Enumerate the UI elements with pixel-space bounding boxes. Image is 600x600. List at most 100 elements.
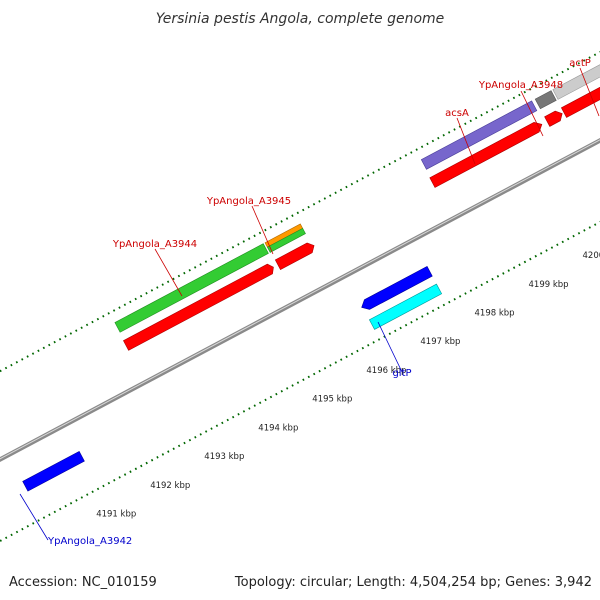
outer-minor-tick [188,269,191,272]
cds-red-A3944[interactable] [123,262,276,351]
outer-minor-tick [588,56,591,59]
inner-minor-tick [42,516,46,519]
outer-minor-tick [593,53,597,57]
inner-minor-tick [183,441,186,445]
topology-label: Topology: circular; Length: 4,504,254 bp… [234,575,592,590]
outer-minor-tick [172,277,175,281]
outer-minor-tick [518,93,521,97]
inner-minor-tick [269,395,273,399]
cds-blue-A3942[interactable] [22,450,85,492]
cds-purple-acsA[interactable] [420,100,538,170]
inner-minor-tick [75,499,78,502]
inner-minor-tick [59,507,62,511]
inner-minor-tick [329,364,332,367]
outer-minor-tick [447,131,451,134]
outer-minor-tick [204,260,208,263]
outer-minor-tick [431,139,435,143]
outer-minor-tick [85,323,89,327]
cds-green-A3944[interactable] [114,243,269,333]
outer-minor-tick [329,194,332,197]
gene-leaders [19,67,600,541]
outer-minor-tick [307,205,310,209]
inner-minor-tick [556,243,559,246]
inner-minor-tick [442,303,446,307]
inner-minor-tick [307,375,310,379]
inner-minor-tick [415,318,419,321]
tick-label: 4198 kbp [475,309,515,319]
map-title: Yersinia pestis Angola, complete genome [156,11,445,27]
outer-minor-tick [64,335,67,338]
inner-minor-tick [253,404,256,407]
outer-minor-tick [166,280,170,284]
inner-minor-tick [512,266,516,269]
gene-label-A3948[interactable]: YpAngola_A3948 [478,80,563,91]
gene-label-acsA[interactable]: acsA [445,108,469,119]
cds-red-acsA[interactable] [429,120,545,188]
inner-minor-tick [21,527,24,531]
leader-A3948 [520,90,544,137]
inner-minor-tick [96,487,100,491]
outer-minor-tick [112,309,116,312]
genome-backbone [0,110,600,490]
outer-minor-tick [69,332,73,335]
outer-minor-tick [80,326,83,330]
tick-label: 4191 kbp [96,510,136,520]
outer-minor-tick [253,234,256,238]
cds-blue-gltP[interactable] [359,265,433,312]
outer-minor-tick [539,82,543,85]
inner-minor-tick [539,252,543,255]
cds-grey-A3948[interactable] [534,90,557,110]
tick-label: 4199 kbp [529,280,569,290]
inner-minor-tick [129,470,132,473]
inner-minor-tick [215,424,219,427]
outer-minor-tick [248,237,251,240]
outer-minor-tick [107,312,110,315]
outer-minor-tick [393,159,397,163]
cds-green-A3945[interactable] [266,227,306,253]
outer-minor-tick [410,151,413,154]
inner-minor-tick [86,493,89,496]
inner-minor-tick [399,326,402,330]
inner-minor-tick [242,410,246,413]
cds-red-actP[interactable] [560,60,600,118]
genome-band [0,43,600,542]
outer-minor-tick [296,211,299,215]
cds-lightgrey-actP[interactable] [552,43,600,100]
outer-minor-tick [280,220,283,223]
outer-minor-tick [345,185,348,189]
outer-minor-tick [129,300,132,304]
outer-minor-tick [58,337,62,341]
gene-label-A3945[interactable]: YpAngola_A3945 [206,196,291,207]
gene-label-gltP[interactable]: gltP [392,368,411,379]
outer-minor-tick [210,257,213,261]
inner-minor-tick [161,453,165,456]
outer-minor-tick [556,73,559,77]
gene-label-A3942[interactable]: YpAngola_A3942 [47,536,132,547]
outer-minor-tick [42,346,46,350]
inner-minor-tick [561,240,564,244]
inner-minor-tick [448,300,451,304]
cds-cyan-gltP[interactable] [368,283,443,330]
leader-acsA [456,117,476,165]
outer-minor-tick [21,358,24,361]
inner-minor-tick [53,510,57,514]
inner-minor-tick [437,306,440,310]
outer-minor-tick [26,355,29,358]
inner-minor-tick [410,321,413,324]
outer-minor-tick [356,179,359,183]
gene-label-actP[interactable]: actP [569,58,591,69]
outer-minor-tick [193,266,197,269]
inner-minor-tick [194,435,197,439]
cds-red-A3948[interactable] [544,109,565,127]
outer-minor-tick [242,240,245,243]
leader-A3945 [251,205,274,255]
inner-minor-tick [334,361,337,364]
inner-minor-tick [529,257,532,261]
outer-minor-tick [302,208,305,212]
cds-red-A3945[interactable] [274,241,316,271]
inner-minor-tick [140,464,143,468]
outer-minor-tick [534,85,537,88]
outer-minor-tick [561,70,564,74]
gene-label-A3944[interactable]: YpAngola_A3944 [112,239,197,250]
